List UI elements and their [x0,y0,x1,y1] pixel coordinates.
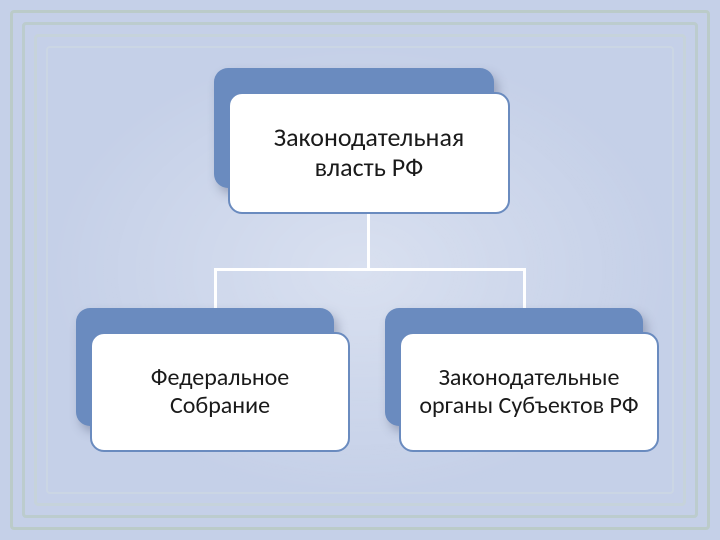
diagram-canvas: Законодательная власть РФ Федеральное Соб… [0,0,720,540]
node-label-right: Законодательные органы Субъектов РФ [417,364,641,419]
node-label-left: Федеральное Собрание [108,364,332,419]
node-right: Законодательные органы Субъектов РФ [399,332,659,452]
connector-line [214,268,526,271]
node-root: Законодательная власть РФ [228,92,510,214]
node-label-root: Законодательная власть РФ [246,123,492,183]
node-left: Федеральное Собрание [90,332,350,452]
connector-line [367,214,370,270]
connector-line [214,268,217,308]
connector-line [523,268,526,308]
